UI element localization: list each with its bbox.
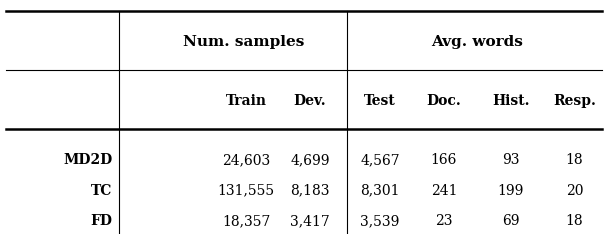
Text: TC: TC [91, 184, 112, 198]
Text: 23: 23 [435, 214, 452, 228]
Text: 8,183: 8,183 [291, 184, 330, 198]
Text: MD2D: MD2D [63, 153, 112, 167]
Text: 24,603: 24,603 [222, 153, 271, 167]
Text: Train: Train [226, 94, 267, 108]
Text: 18: 18 [566, 214, 583, 228]
Text: 69: 69 [502, 214, 519, 228]
Text: 4,567: 4,567 [360, 153, 400, 167]
Text: 131,555: 131,555 [218, 184, 275, 198]
Text: 8,301: 8,301 [361, 184, 399, 198]
Text: 3,417: 3,417 [290, 214, 330, 228]
Text: 18: 18 [566, 153, 583, 167]
Text: Test: Test [364, 94, 396, 108]
Text: 93: 93 [502, 153, 519, 167]
Text: 4,699: 4,699 [291, 153, 330, 167]
Text: Doc.: Doc. [426, 94, 461, 108]
Text: FD: FD [91, 214, 112, 228]
Text: Resp.: Resp. [553, 94, 596, 108]
Text: 20: 20 [566, 184, 583, 198]
Text: Hist.: Hist. [492, 94, 530, 108]
Text: Num. samples: Num. samples [182, 35, 304, 49]
Text: 166: 166 [430, 153, 457, 167]
Text: Dev.: Dev. [294, 94, 326, 108]
Text: 3,539: 3,539 [361, 214, 399, 228]
Text: 18,357: 18,357 [222, 214, 271, 228]
Text: 241: 241 [430, 184, 457, 198]
Text: Avg. words: Avg. words [431, 35, 523, 49]
Text: 199: 199 [497, 184, 524, 198]
